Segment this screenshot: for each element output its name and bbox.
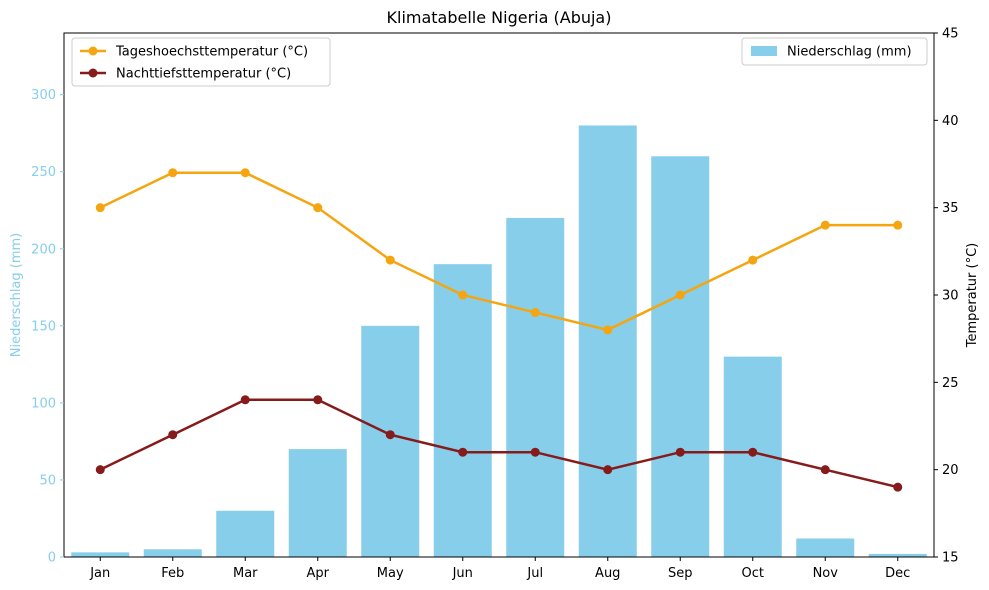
x-tick-label: Dec [885,566,910,581]
y-left-tick-label: 150 [31,319,56,334]
point-series-2-jul [530,447,540,457]
y-right-tick-label: 30 [942,289,959,304]
x-tick-label: Apr [307,566,330,581]
point-series-1-sep [675,290,685,300]
bar-jul [506,217,565,558]
bar-jun [433,264,492,557]
point-series-2-may [385,430,395,440]
point-series-1-dec [893,220,903,230]
plot-frame [63,32,935,558]
x-tick-label: Feb [161,566,184,581]
x-tick-label: Jun [452,566,473,581]
y-left-tick-label: 200 [31,242,56,257]
legend-lines-box [71,37,331,87]
point-series-1-nov [820,220,830,230]
bar-may [361,325,420,557]
y-right-tick-label: 35 [942,201,959,216]
x-tick-label: May [377,566,404,581]
legend-bar-swatch [751,46,777,56]
bar-aug [578,125,637,558]
y-left-tick-label: 100 [31,396,56,411]
point-series-2-jan [95,465,105,475]
point-series-1-may [385,255,395,265]
point-series-2-mar [240,395,250,405]
y-right-tick-label: 25 [942,376,959,391]
point-series-1-apr [313,203,323,213]
y-right-tick-label: 40 [942,114,959,129]
legend-bars-box [741,37,928,66]
point-series-2-nov [820,465,830,475]
y-left-axis-label: Niederschlag (mm) [9,233,24,358]
point-series-1-jan [95,203,105,213]
y-right-tick-label: 15 [942,551,959,566]
x-tick-label: Jul [526,566,543,581]
x-tick-label: Mar [233,566,258,581]
line-series-1 [99,171,898,332]
bar-jan [71,552,130,557]
y-left-tick-label: 50 [39,473,56,488]
x-tick-label: Jan [89,566,110,581]
point-series-2-oct [748,447,758,457]
point-series-2-feb [168,430,178,440]
point-series-1-jul [530,307,540,317]
legend-line-label: Tageshoechsttemperatur (°C) [115,45,308,60]
point-series-1-jun [458,290,468,300]
legend-line-marker [88,68,98,78]
y-right-tick-label: 45 [942,27,959,42]
y-left-tick-label: 250 [31,165,56,180]
bar-sep [651,156,710,557]
point-series-2-dec [893,482,903,492]
x-tick-label: Aug [595,566,620,581]
line-series-2 [99,398,899,489]
y-right-tick-label: 20 [942,463,959,478]
bar-apr [288,449,347,557]
bar-nov [796,538,855,557]
legend-bar-label: Niederschlag (mm) [787,45,912,60]
bar-mar [216,510,275,557]
point-series-2-apr [313,395,323,405]
x-tick-label: Nov [813,566,839,581]
legend-line-marker [88,46,98,56]
bar-dec [868,553,927,557]
x-tick-label: Sep [668,566,693,581]
y-right-axis-label: Temperatur (°C) [965,243,980,349]
legend-line-label: Nachttiefsttemperatur (°C) [116,67,291,82]
x-tick-label: Oct [742,566,764,581]
chart-title: Klimatabelle Nigeria (Abuja) [387,8,612,27]
point-series-1-aug [603,325,613,335]
legend-lines: Tageshoechsttemperatur (°C) Nachttiefstte… [71,37,331,87]
x-axis: Jan Feb Mar Apr May Jun Jul Aug Sep Oct Nov Dec [89,557,910,581]
point-series-1-mar [240,168,250,178]
lines-layer [95,168,903,492]
y-left-axis: 0 50 100 150 200 250 300 [31,88,64,566]
y-right-axis: 15 20 25 30 35 40 45 [934,27,959,566]
y-left-tick-label: 300 [31,88,56,103]
y-left-tick-label: 0 [48,551,56,566]
point-series-2-sep [675,447,685,457]
point-series-1-oct [748,255,758,265]
bar-feb [143,549,202,557]
point-series-2-aug [603,465,613,475]
bars-layer [71,125,927,558]
point-series-1-feb [168,168,178,178]
legend-bars: Niederschlag (mm) [741,37,928,66]
point-series-2-jun [458,447,468,457]
